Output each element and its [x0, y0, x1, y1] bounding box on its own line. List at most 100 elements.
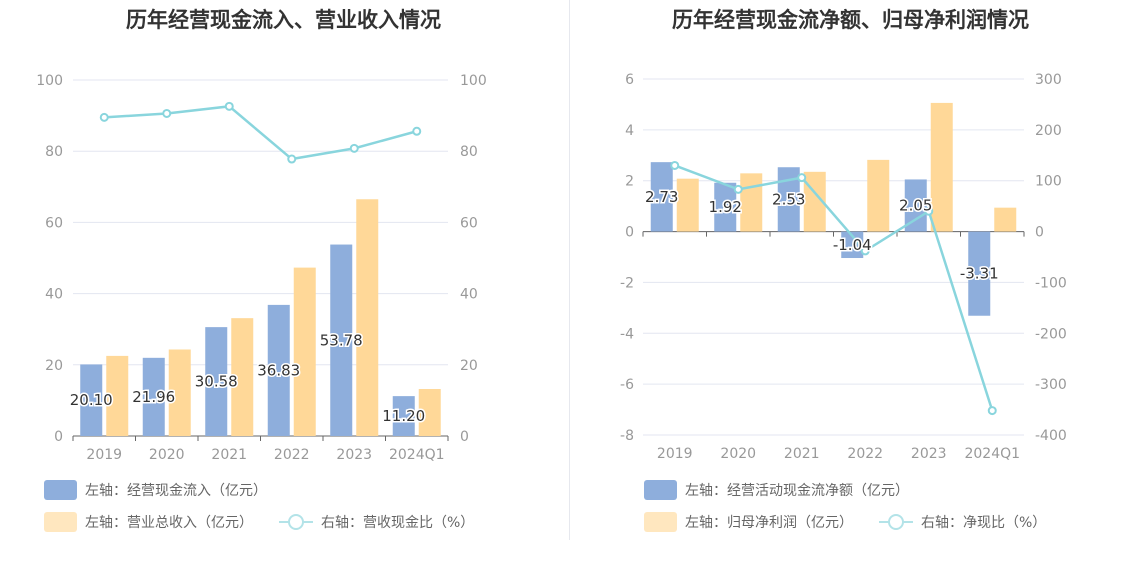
y-tick-label-left: 4 — [625, 123, 634, 139]
line-point — [797, 173, 807, 183]
legend-swatch-line — [879, 512, 913, 532]
legend-label: 右轴：营收现金比（%） — [321, 515, 475, 531]
line-point — [99, 112, 109, 122]
y-tick-label-right: 100 — [1035, 174, 1062, 190]
x-tick-label: 2024Q1 — [389, 447, 445, 463]
line-point — [860, 246, 870, 256]
legend-swatch-line — [279, 512, 313, 532]
line-point — [733, 184, 743, 194]
bar-primary — [714, 182, 737, 232]
y-tick-label-right: 300 — [1035, 72, 1062, 88]
legend-item-revenue[interactable]: 左轴：营业总收入（亿元） — [44, 512, 253, 532]
x-tick-label: 2023 — [911, 446, 947, 462]
x-tick-label: 2021 — [784, 446, 820, 462]
y-tick-label-right: 60 — [460, 215, 478, 231]
y-tick-label-right: 200 — [1035, 123, 1062, 139]
x-tick-label: 2019 — [657, 446, 693, 462]
y-tick-label-left: -6 — [620, 377, 634, 393]
legend-label: 左轴：归母净利润（亿元） — [685, 515, 853, 531]
chart-title: 历年经营现金流净额、归母净利润情况 — [672, 8, 1029, 32]
y-tick-label-right: -100 — [1035, 275, 1067, 291]
bar-secondary — [994, 207, 1017, 232]
bar-secondary — [356, 199, 379, 436]
line-point — [670, 160, 680, 170]
legend-label: 左轴：经营活动现金流净额（亿元） — [685, 483, 909, 499]
bar-secondary — [930, 102, 953, 232]
line-point — [987, 406, 997, 416]
legend-item-net-cash[interactable]: 左轴：经营活动现金流净额（亿元） — [644, 480, 909, 500]
y-tick-label-right: 100 — [460, 73, 487, 89]
bar-data-label: 2.05 — [899, 197, 932, 215]
legend-swatch-bar-blue — [44, 480, 77, 500]
y-tick-label-right: -300 — [1035, 377, 1067, 393]
series-line — [104, 105, 418, 161]
x-tick-label: 2022 — [847, 446, 883, 462]
bar-secondary — [293, 267, 316, 436]
legend-swatch-bar-orange — [44, 512, 77, 532]
x-tick-label: 2019 — [86, 447, 122, 463]
chart-plot-right: -8 -6 -4 -2 0 2 4 6 -400 -300 -200 -100 0 100 200 300 20… — [620, 72, 1067, 462]
bar-secondary — [676, 178, 699, 232]
bar-primary — [80, 364, 103, 436]
y-tick-label-left: 40 — [45, 287, 63, 303]
y-tick-label-right: 0 — [460, 429, 469, 445]
panel-divider — [569, 0, 570, 540]
x-tick-label: 2021 — [211, 447, 247, 463]
series-line — [674, 164, 994, 411]
bar-primary — [777, 167, 800, 232]
legend-item-net-ratio[interactable]: 右轴：净现比（%） — [879, 512, 1046, 532]
y-tick-label-left: 2 — [625, 174, 634, 190]
line-point — [412, 126, 422, 136]
y-tick-label-left: 6 — [625, 72, 634, 88]
bar-secondary — [418, 389, 441, 436]
bar-data-label: 53.78 — [320, 331, 363, 349]
x-tick-label: 2022 — [274, 447, 310, 463]
bar-secondary — [867, 159, 890, 232]
x-tick-label: 2020 — [149, 447, 185, 463]
chart-panel-left: 历年经营现金流入、营业收入情况 0 20 40 60 80 100 0 20 40 60 80 100… — [36, 8, 487, 532]
bar-primary — [330, 244, 353, 436]
y-tick-label-right: 20 — [460, 358, 478, 374]
bar-secondary — [231, 318, 254, 436]
y-tick-label-right: 80 — [460, 144, 478, 160]
bar-data-label: 21.96 — [132, 388, 175, 406]
chart-plot-left: 0 20 40 60 80 100 0 20 40 60 80 100 2019 2020 2021 2022… — [36, 73, 487, 463]
chart-panel-right: 历年经营现金流净额、归母净利润情况 -8 -6 -4 -2 0 2 4 6 -400 -300 -2… — [567, 0, 1134, 582]
bar-primary — [841, 231, 864, 259]
y-tick-label-left: -4 — [620, 326, 634, 342]
legend-item-ratio[interactable]: 右轴：营收现金比（%） — [279, 512, 474, 532]
chart-title: 历年经营现金流入、营业收入情况 — [126, 8, 441, 32]
y-tick-label-left: 0 — [625, 225, 634, 241]
y-tick-label-left: -2 — [620, 275, 634, 291]
legend-item-net-profit[interactable]: 左轴：归母净利润（亿元） — [644, 512, 853, 532]
x-tick-label: 2020 — [720, 446, 756, 462]
x-tick-label: 2024Q1 — [964, 446, 1020, 462]
legend-label: 左轴：营业总收入（亿元） — [85, 515, 253, 531]
bar-data-label: 11.20 — [382, 407, 425, 425]
legend-label: 左轴：经营现金流入（亿元） — [85, 483, 267, 499]
y-tick-label-left: 80 — [45, 144, 63, 160]
bar-primary — [142, 357, 165, 436]
bar-primary — [392, 396, 415, 436]
bar-secondary — [740, 173, 763, 232]
bar-data-label: 1.92 — [709, 198, 742, 216]
y-tick-label-left: -8 — [620, 428, 634, 444]
legend-label: 右轴：净现比（%） — [921, 515, 1047, 531]
x-tick-label: 2023 — [336, 447, 372, 463]
y-tick-label-left: 20 — [45, 358, 63, 374]
bar-primary — [968, 231, 991, 316]
legend-swatch-bar-orange — [644, 512, 677, 532]
bar-primary — [267, 304, 290, 436]
y-tick-label-left: 60 — [45, 215, 63, 231]
y-tick-label-left: 100 — [36, 73, 63, 89]
bar-data-label: 20.10 — [70, 391, 113, 409]
bar-primary — [904, 179, 927, 232]
bar-data-label: 2.73 — [645, 188, 678, 206]
bar-data-label: -3.31 — [960, 265, 999, 283]
line-point — [162, 108, 172, 118]
legend-item-inflow[interactable]: 左轴：经营现金流入（亿元） — [44, 480, 267, 500]
bar-data-label: -1.04 — [833, 236, 872, 254]
bar-data-label: 36.83 — [257, 361, 300, 379]
legend-swatch-bar-blue — [644, 480, 677, 500]
bar-secondary — [168, 349, 191, 436]
